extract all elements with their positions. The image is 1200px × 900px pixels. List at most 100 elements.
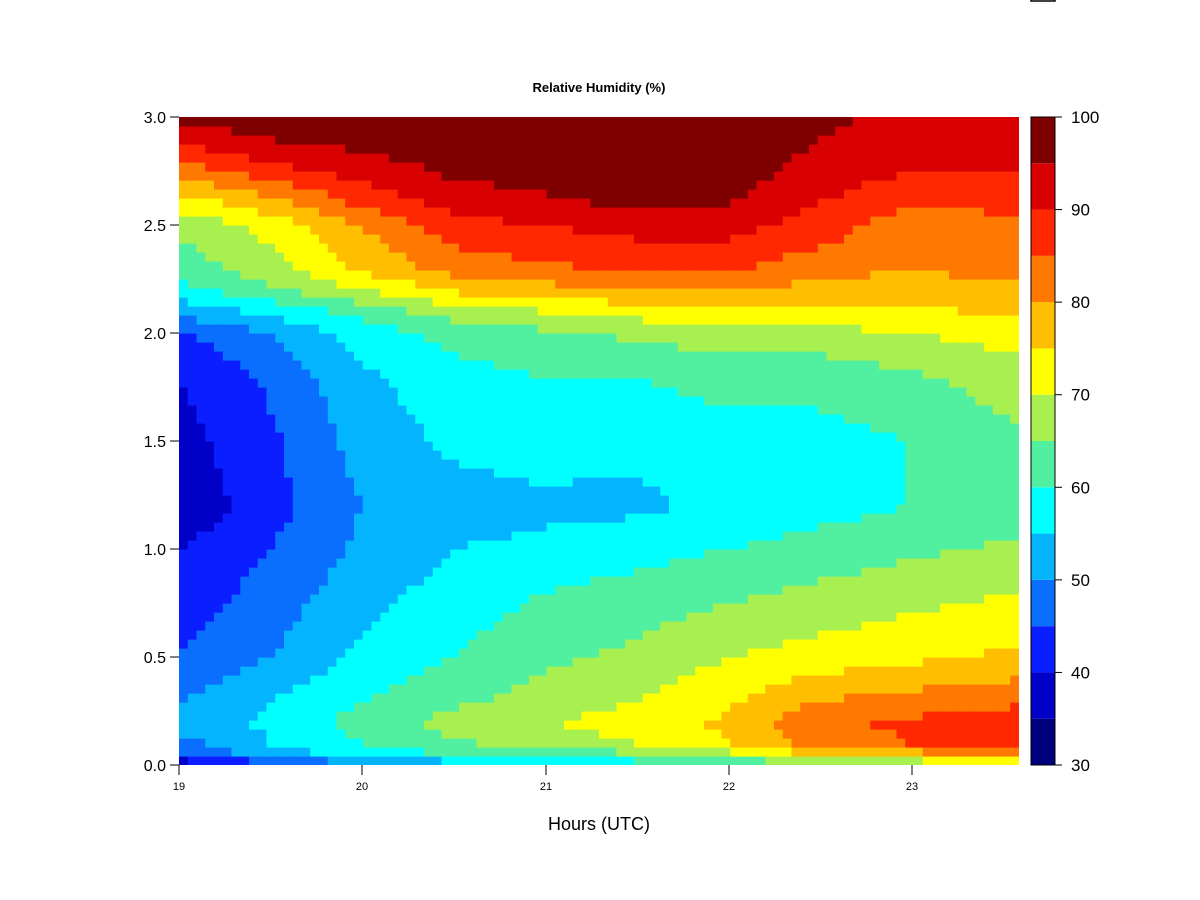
heatmap-cell (581, 324, 591, 334)
heatmap-cell (555, 207, 565, 217)
heatmap-cell (572, 414, 583, 424)
heatmap-cell (686, 261, 696, 271)
heatmap-cell (424, 657, 434, 667)
heatmap-cell (476, 603, 486, 613)
heatmap-cell (354, 477, 364, 487)
heatmap-cell (607, 558, 618, 568)
heatmap-cell (249, 585, 259, 595)
heatmap-cell (721, 216, 731, 226)
heatmap-cell (677, 720, 688, 730)
heatmap-cell (695, 630, 705, 640)
heatmap-cell (231, 675, 241, 685)
heatmap-cell (476, 432, 486, 442)
heatmap-cell (301, 135, 311, 145)
heatmap-cell (205, 135, 215, 145)
heatmap-cell (695, 486, 705, 496)
heatmap-cell (231, 261, 241, 271)
heatmap-cell (529, 279, 539, 289)
heatmap-cell (765, 657, 775, 667)
heatmap-cell (642, 432, 653, 442)
heatmap-cell (196, 522, 206, 532)
heatmap-cell (590, 585, 600, 595)
heatmap-cell (642, 180, 653, 190)
heatmap-cell (476, 486, 486, 496)
heatmap-cell (389, 261, 399, 271)
heatmap-cell (179, 441, 189, 451)
heatmap-cell (397, 234, 408, 244)
heatmap-cell (502, 288, 513, 298)
heatmap-cell (529, 333, 539, 343)
heatmap-cell (196, 378, 206, 388)
heatmap-cell (747, 279, 758, 289)
heatmap-cell (642, 549, 653, 559)
heatmap-cell (179, 396, 189, 406)
heatmap-cell (424, 738, 434, 748)
heatmap-cell (730, 135, 740, 145)
heatmap-cell (179, 612, 189, 622)
heatmap-cell (354, 396, 364, 406)
heatmap-cell (529, 558, 539, 568)
heatmap-cell (257, 117, 268, 127)
heatmap-cell (179, 684, 189, 694)
heatmap-cell (275, 198, 285, 208)
heatmap-cell (467, 594, 478, 604)
heatmap-cell (756, 468, 766, 478)
heatmap-cell (310, 441, 320, 451)
heatmap-cell (459, 216, 469, 226)
heatmap-cell (441, 630, 451, 640)
heatmap-cell (249, 666, 259, 676)
heatmap-cell (301, 468, 311, 478)
heatmap-cell (616, 342, 626, 352)
heatmap-cell (546, 243, 556, 253)
heatmap-cell (380, 441, 390, 451)
heatmap-cell (354, 531, 364, 541)
heatmap-cell (590, 180, 600, 190)
heatmap-cell (511, 504, 521, 514)
heatmap-cell (756, 729, 766, 739)
heatmap-cell (520, 216, 530, 226)
heatmap-cell (704, 333, 714, 343)
heatmap-cell (380, 486, 390, 496)
heatmap-cell (642, 369, 653, 379)
heatmap-cell (292, 648, 303, 658)
heatmap-cell (651, 648, 661, 658)
heatmap-cell (310, 387, 320, 397)
heatmap-cell (240, 738, 250, 748)
heatmap-cell (616, 135, 626, 145)
heatmap-cell (240, 648, 250, 658)
heatmap-cell (607, 675, 618, 685)
heatmap-cell (257, 279, 268, 289)
heatmap-cell (739, 225, 749, 235)
heatmap-cell (397, 198, 408, 208)
heatmap-cell (774, 306, 784, 316)
heatmap-cell (476, 684, 486, 694)
heatmap-cell (774, 720, 784, 730)
heatmap-cell (362, 360, 373, 370)
heatmap-cell (222, 369, 233, 379)
heatmap-cell (275, 270, 285, 280)
heatmap-cell (756, 711, 766, 721)
heatmap-cell (704, 486, 714, 496)
heatmap-cell (634, 738, 644, 748)
heatmap-cell (520, 297, 530, 307)
heatmap-cell (511, 207, 521, 217)
heatmap-cell (406, 432, 416, 442)
heatmap-cell (441, 684, 451, 694)
heatmap-cell (774, 315, 784, 325)
heatmap-cell (292, 351, 303, 361)
heatmap-cell (432, 306, 443, 316)
heatmap-cell (520, 432, 530, 442)
heatmap-cell (196, 612, 206, 622)
heatmap-cell (275, 441, 285, 451)
heatmap-cell (301, 648, 311, 658)
heatmap-cell (651, 720, 661, 730)
heatmap-cell (441, 315, 451, 325)
heatmap-cell (231, 225, 241, 235)
heatmap-cell (187, 270, 198, 280)
heatmap-cell (284, 531, 294, 541)
heatmap-cell (406, 702, 416, 712)
heatmap-cell (634, 657, 644, 667)
heatmap-cell (415, 234, 425, 244)
heatmap-cell (319, 495, 329, 505)
heatmap-cell (555, 126, 565, 136)
